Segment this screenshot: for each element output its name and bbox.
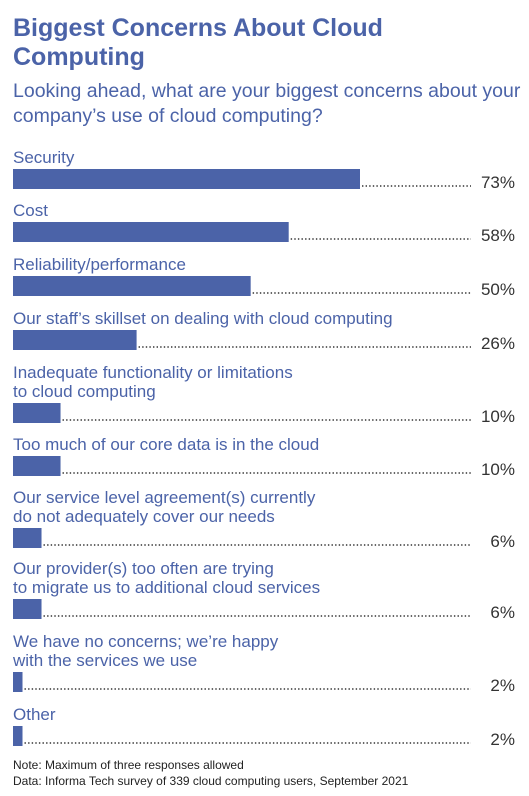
- bar: [13, 222, 289, 242]
- category-label: Cost: [13, 201, 48, 220]
- value-label: 26%: [481, 334, 515, 353]
- category-label: Security: [13, 148, 75, 167]
- bar: [13, 599, 42, 619]
- value-label: 10%: [481, 407, 515, 426]
- footnote-source: Data: Informa Tech survey of 339 cloud c…: [13, 774, 409, 788]
- bar: [13, 169, 360, 189]
- category-label: Inadequate functionality or limitations: [13, 363, 293, 382]
- value-label: 50%: [481, 280, 515, 299]
- value-label: 6%: [490, 603, 515, 622]
- category-label: with the services we use: [12, 651, 197, 670]
- category-label: Other: [13, 705, 56, 724]
- bar: [13, 276, 251, 296]
- value-label: 10%: [481, 460, 515, 479]
- value-label: 2%: [490, 730, 515, 749]
- value-label: 73%: [481, 173, 515, 192]
- category-label: to migrate us to additional cloud servic…: [13, 578, 320, 597]
- bar: [13, 672, 23, 692]
- bar: [13, 726, 23, 746]
- chart-subtitle: Looking ahead, what are your biggest con…: [13, 80, 521, 127]
- chart-title: Biggest Concerns About Cloud Computing: [13, 14, 383, 71]
- category-label: Our provider(s) too often are trying: [13, 559, 274, 578]
- bar: [13, 330, 137, 350]
- bar: [13, 456, 61, 476]
- value-label: 58%: [481, 226, 515, 245]
- bar: [13, 403, 61, 423]
- value-label: 6%: [490, 532, 515, 551]
- value-label: 2%: [490, 676, 515, 695]
- chart-footnotes: Note: Maximum of three responses allowed…: [13, 757, 523, 789]
- category-label: Too much of our core data is in the clou…: [13, 435, 319, 454]
- bar: [13, 528, 42, 548]
- category-label: Our service level agreement(s) currently: [13, 488, 316, 507]
- category-label: to cloud computing: [13, 382, 156, 401]
- category-label: Reliability/performance: [13, 255, 186, 274]
- category-label: Our staff’s skillset on dealing with clo…: [13, 309, 393, 328]
- footnote-note: Note: Maximum of three responses allowed: [13, 758, 244, 772]
- category-label: do not adequately cover our needs: [13, 507, 275, 526]
- category-label: We have no concerns; we’re happy: [13, 632, 279, 651]
